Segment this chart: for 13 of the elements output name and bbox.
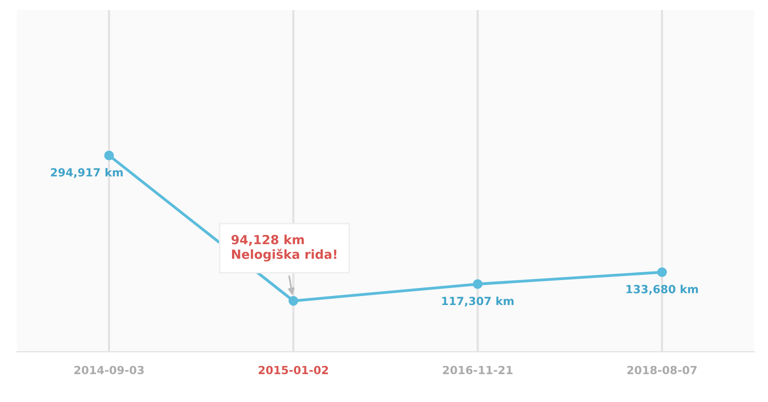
data-label: 133,680 km (626, 284, 698, 295)
point (657, 267, 667, 278)
annotation: Nelogiška rida! (232, 248, 336, 262)
point (472, 279, 483, 289)
x-tick-label: 2018-08-07 (627, 366, 697, 374)
x-tick-label: 2014-09-03 (74, 366, 144, 374)
data-label: 117,307 km (442, 296, 514, 307)
data-label: 294,917 km (50, 168, 123, 178)
point (288, 296, 298, 306)
x-tick-label: 2016-11-21 (443, 366, 512, 374)
x-tick-label: 2015-01-02 (258, 366, 328, 374)
point (104, 150, 114, 160)
annotation: 94,128 km (232, 234, 304, 246)
